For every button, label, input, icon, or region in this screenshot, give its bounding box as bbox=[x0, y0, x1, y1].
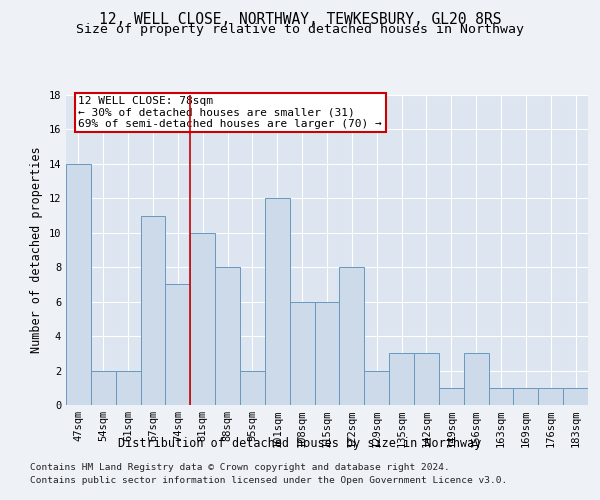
Bar bbox=[389, 354, 414, 405]
Text: Contains public sector information licensed under the Open Government Licence v3: Contains public sector information licen… bbox=[30, 476, 507, 485]
Bar bbox=[538, 388, 563, 405]
Text: 12, WELL CLOSE, NORTHWAY, TEWKESBURY, GL20 8RS: 12, WELL CLOSE, NORTHWAY, TEWKESBURY, GL… bbox=[99, 12, 501, 28]
Text: Size of property relative to detached houses in Northway: Size of property relative to detached ho… bbox=[76, 22, 524, 36]
Text: Contains HM Land Registry data © Crown copyright and database right 2024.: Contains HM Land Registry data © Crown c… bbox=[30, 464, 450, 472]
Bar bbox=[340, 267, 364, 405]
Bar bbox=[364, 370, 389, 405]
Text: Distribution of detached houses by size in Northway: Distribution of detached houses by size … bbox=[118, 438, 482, 450]
Bar bbox=[514, 388, 538, 405]
Bar bbox=[91, 370, 116, 405]
Y-axis label: Number of detached properties: Number of detached properties bbox=[30, 146, 43, 354]
Bar bbox=[414, 354, 439, 405]
Bar bbox=[166, 284, 190, 405]
Bar bbox=[265, 198, 290, 405]
Bar bbox=[240, 370, 265, 405]
Bar bbox=[464, 354, 488, 405]
Bar bbox=[290, 302, 314, 405]
Bar bbox=[314, 302, 340, 405]
Bar bbox=[215, 267, 240, 405]
Bar bbox=[563, 388, 588, 405]
Bar bbox=[140, 216, 166, 405]
Text: 12 WELL CLOSE: 78sqm
← 30% of detached houses are smaller (31)
69% of semi-detac: 12 WELL CLOSE: 78sqm ← 30% of detached h… bbox=[79, 96, 382, 129]
Bar bbox=[116, 370, 140, 405]
Bar bbox=[439, 388, 464, 405]
Bar bbox=[190, 233, 215, 405]
Bar bbox=[488, 388, 514, 405]
Bar bbox=[66, 164, 91, 405]
